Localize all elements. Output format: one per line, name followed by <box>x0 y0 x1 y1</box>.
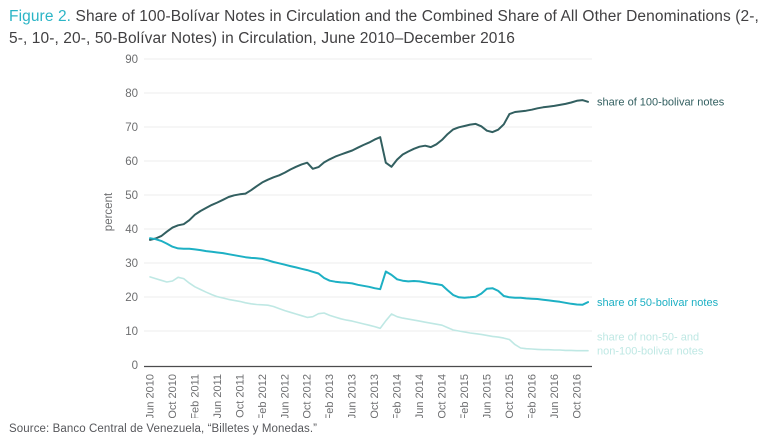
x-tick-label: Feb 2012 <box>257 374 269 418</box>
y-tick-label: 20 <box>125 292 138 304</box>
x-tick-label: Feb 2016 <box>526 374 538 418</box>
x-tick-label: Oct 2012 <box>302 374 314 418</box>
figure-title-line2: Denominations (2-, 5-, 10-, 20-, 50-Bolí… <box>9 8 759 47</box>
y-tick-label: 90 <box>125 54 138 66</box>
figure-number: Figure 2. <box>9 8 72 25</box>
series-line-50-bolivar <box>149 237 589 306</box>
y-tick-label: 80 <box>125 88 138 100</box>
x-tick-label: Oct 2015 <box>504 374 516 418</box>
y-tick-label: 10 <box>125 326 138 338</box>
x-tick-label: Jun 2011 <box>212 374 224 418</box>
series-label-50-bolivar: share of 50-bolivar notes <box>597 297 719 309</box>
x-tick-label: Jun 2012 <box>279 374 291 418</box>
figure-title-line1: Share of 100-Bolívar Notes in Circulatio… <box>75 8 622 25</box>
y-tick-label: 50 <box>125 190 138 202</box>
x-tick-label: Oct 2013 <box>369 374 381 418</box>
x-tick-label: Jun 2013 <box>347 374 359 418</box>
x-tick-label: Feb 2014 <box>392 374 404 418</box>
y-tick-label: 60 <box>125 156 138 168</box>
x-tick-label: Jun 2015 <box>481 374 493 418</box>
x-tick-label: Jun 2014 <box>414 374 426 418</box>
y-tick-label: 30 <box>125 258 138 270</box>
x-tick-label: Oct 2016 <box>571 374 583 418</box>
series-label-non-50-non-100: share of non-50- and <box>597 332 699 344</box>
y-tick-label: 40 <box>125 224 138 236</box>
line-chart: 0 10 20 30 40 50 60 70 80 90 percent Jun 2010 Oct 20… <box>103 54 725 418</box>
series-label-100-bolivar: share of 100-bolivar notes <box>597 97 725 109</box>
x-tick-label: Jun 2010 <box>145 374 157 418</box>
x-tick-label: Feb 2015 <box>459 374 471 418</box>
y-tick-label: 0 <box>132 360 138 372</box>
y-axis-title: percent <box>103 192 115 231</box>
x-tick-label: Oct 2010 <box>167 374 179 418</box>
source-note: Source: Banco Central de Venezuela, “Bil… <box>9 423 318 435</box>
x-tick-label: Oct 2011 <box>234 374 246 418</box>
x-tick-label: Oct 2014 <box>437 374 449 418</box>
x-tick-label: Feb 2011 <box>189 374 201 418</box>
series-line-non-50-non-100 <box>149 276 589 352</box>
figure-title: Figure 2. Share of 100-Bolívar Notes in … <box>9 6 761 50</box>
x-tick-label: Jun 2016 <box>549 374 561 418</box>
y-tick-label: 70 <box>125 122 138 134</box>
x-tick-label: Feb 2013 <box>324 374 336 418</box>
series-line-100-bolivar <box>149 99 589 241</box>
series-label-non-50-non-100: non-100-bolivar notes <box>597 346 704 358</box>
